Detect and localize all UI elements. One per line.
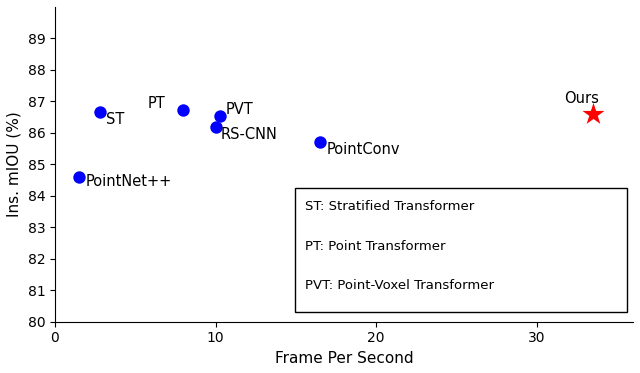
Text: Ours: Ours <box>564 91 599 106</box>
X-axis label: Frame Per Second: Frame Per Second <box>275 351 413 366</box>
Text: PointNet++: PointNet++ <box>86 174 172 189</box>
Point <box>215 113 225 119</box>
Text: PT: PT <box>148 96 166 111</box>
Text: ST: ST <box>106 112 125 127</box>
Text: PVT: PVT <box>225 102 253 117</box>
Text: RS-CNN: RS-CNN <box>220 127 277 142</box>
Text: PT: Point Transformer: PT: Point Transformer <box>305 239 446 253</box>
Point <box>315 139 325 145</box>
Point <box>95 109 105 115</box>
Text: ST: Stratified Transformer: ST: Stratified Transformer <box>305 200 474 213</box>
Point <box>74 174 84 180</box>
FancyBboxPatch shape <box>295 188 627 312</box>
Point <box>588 111 598 117</box>
Point <box>179 107 189 113</box>
Point <box>211 124 221 130</box>
Text: PVT: Point-Voxel Transformer: PVT: Point-Voxel Transformer <box>305 279 494 292</box>
Text: PointConv: PointConv <box>326 142 400 157</box>
Y-axis label: Ins. mIOU (%): Ins. mIOU (%) <box>7 112 22 217</box>
